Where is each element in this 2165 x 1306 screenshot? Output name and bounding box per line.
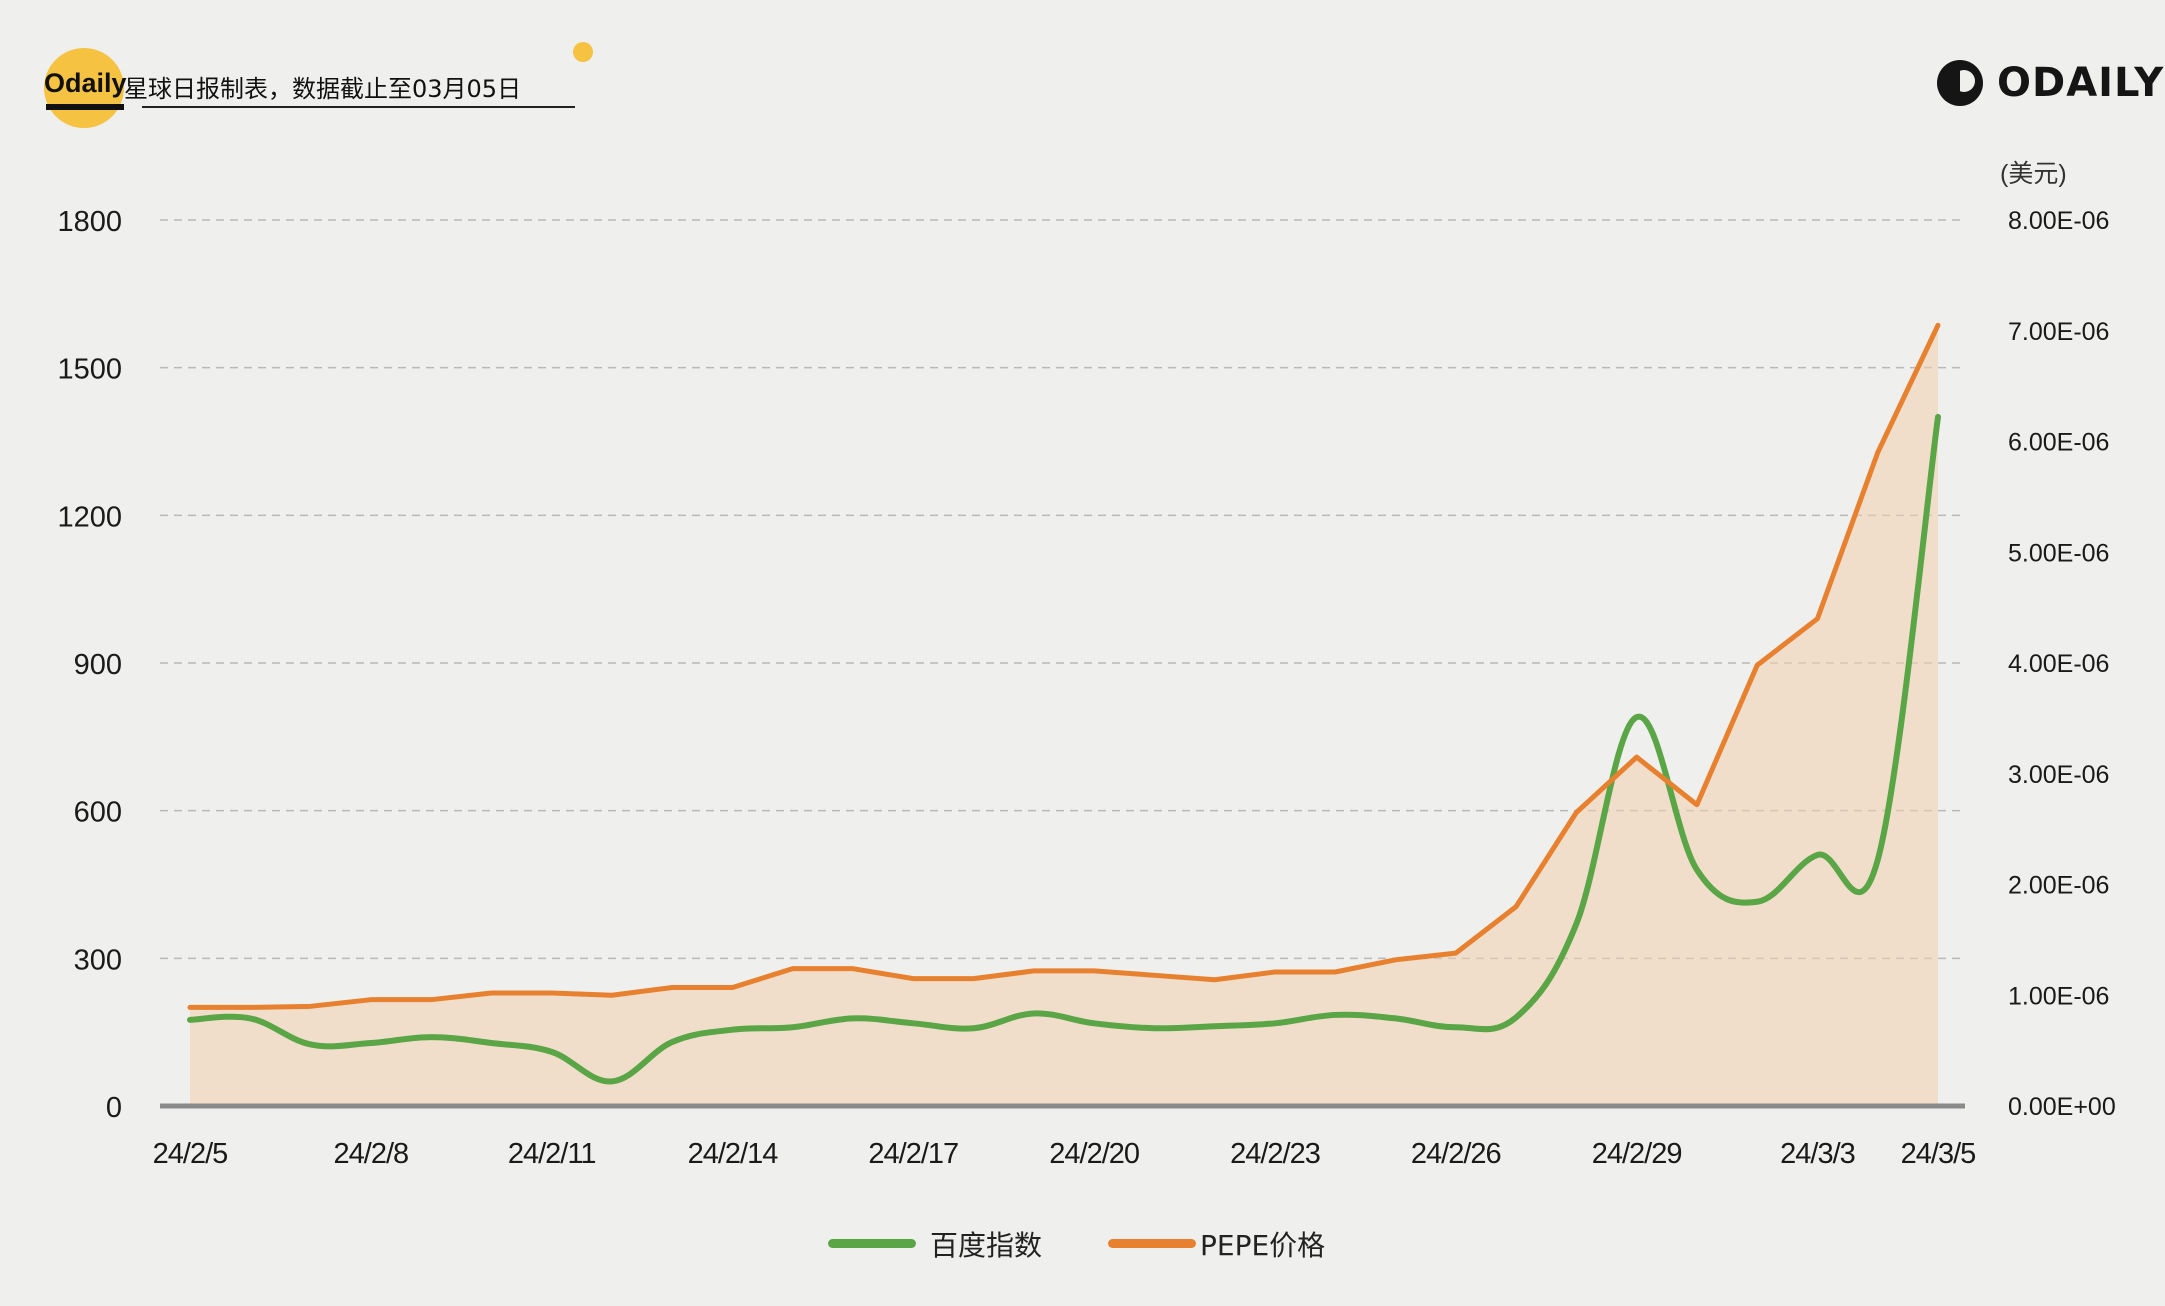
x-tick-label: 24/2/29: [1592, 1138, 1682, 1170]
y-right-tick-label: 3.00E-06: [2008, 761, 2109, 789]
brand-underline: [46, 104, 124, 110]
x-tick-label: 24/2/5: [153, 1138, 228, 1170]
logo-text: ODAILY: [1997, 60, 2165, 106]
grid-lines: [160, 219, 1965, 960]
legend-swatch-baidu: [828, 1239, 916, 1248]
series-line-pepe: [187, 322, 1941, 1010]
source-caption: 星球日报制表，数据截止至03月05日: [124, 75, 522, 103]
caption-underline: [142, 106, 575, 108]
x-tick-label: 24/2/20: [1049, 1138, 1139, 1170]
x-tick-label: 24/2/14: [688, 1138, 779, 1170]
y-left-tick-label: 300: [74, 944, 122, 976]
x-tick-label: 24/3/3: [1780, 1138, 1855, 1170]
brand-circle-icon: [44, 48, 124, 128]
y-right-tick-label: 1.00E-06: [2008, 982, 2109, 1010]
x-tick-label: 24/2/17: [868, 1138, 958, 1170]
x-tick-label: 24/2/23: [1230, 1138, 1320, 1170]
y-right-tick-label: 8.00E-06: [2008, 207, 2109, 235]
brand-dot-icon: [573, 42, 593, 62]
y-right-unit-label: (美元): [2000, 160, 2067, 188]
y-right-tick-label: 0.00E+00: [2008, 1093, 2116, 1121]
x-tick-label: 24/2/8: [334, 1138, 409, 1170]
y-right-tick-label: 4.00E-06: [2008, 650, 2109, 678]
y-right-tick-label: 5.00E-06: [2008, 539, 2109, 567]
x-tick-label: 24/2/26: [1411, 1138, 1501, 1170]
legend-label-pepe: PEPE价格: [1200, 1229, 1326, 1262]
y-left-tick-label: 900: [74, 649, 122, 681]
y-left-tick-label: 600: [74, 797, 122, 829]
brand-name: Odaily: [44, 68, 127, 98]
y-left-tick-label: 0: [106, 1092, 122, 1124]
y-left-tick-label: 1800: [57, 206, 122, 238]
legend-label-baidu: 百度指数: [930, 1229, 1043, 1262]
series-lines: [187, 322, 1941, 1085]
series-line-baidu: [187, 413, 1941, 1085]
y-left-tick-label: 1500: [57, 354, 122, 386]
tick-labels: 0 300 600 900 1200 1500 1800 (美元) 0.00E+00 1.00E-…: [57, 160, 2115, 1170]
x-tick-label: 24/2/11: [508, 1138, 596, 1170]
y-right-tick-label: 2.00E-06: [2008, 872, 2109, 900]
x-tick-label: 24/3/5: [1901, 1138, 1976, 1170]
y-left-tick-label: 1200: [57, 501, 122, 533]
legend-swatch-pepe: [1108, 1239, 1196, 1248]
y-right-tick-label: 6.00E-06: [2008, 429, 2109, 457]
y-right-tick-label: 7.00E-06: [2008, 318, 2109, 346]
odaily-logo-icon: [1937, 60, 1983, 106]
pepe-area-fill: [190, 325, 1938, 1106]
pepe-area: [190, 325, 1938, 1106]
